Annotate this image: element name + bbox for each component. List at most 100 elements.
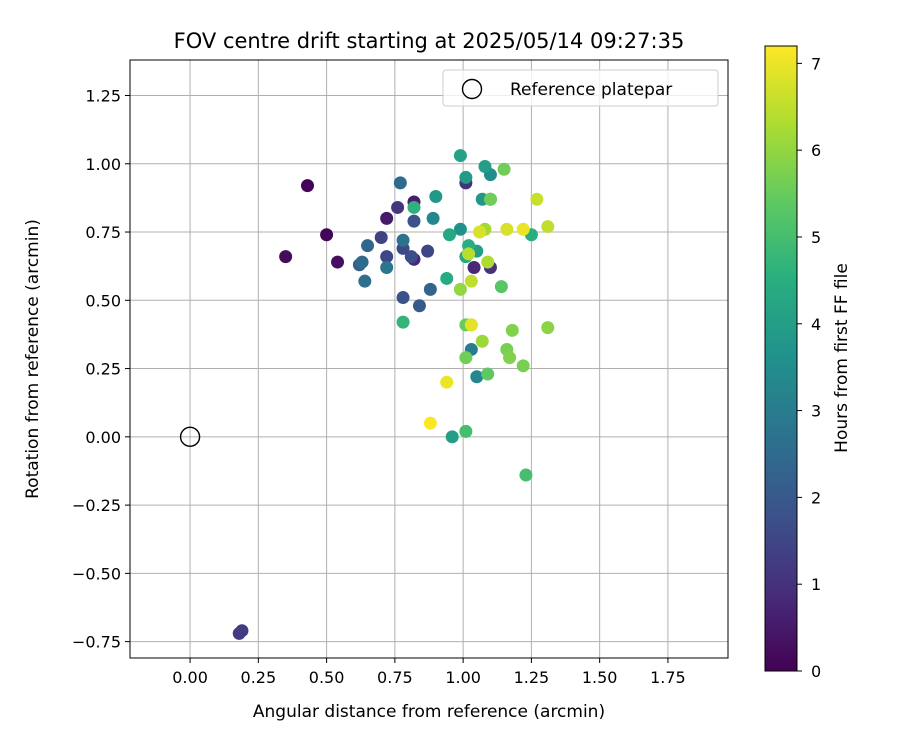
data-point bbox=[331, 255, 345, 269]
y-tick-label: 0.25 bbox=[85, 360, 121, 379]
data-point bbox=[391, 200, 405, 214]
plot-frame bbox=[129, 59, 729, 659]
colorbar-tick-label: 7 bbox=[811, 54, 821, 73]
y-tick-label: 1.25 bbox=[85, 86, 121, 105]
data-point bbox=[530, 192, 544, 206]
data-point bbox=[396, 233, 410, 247]
y-tick-label: 0.75 bbox=[85, 223, 121, 242]
data-point bbox=[541, 321, 555, 335]
x-tick-label: 1.75 bbox=[650, 668, 686, 687]
data-point bbox=[470, 370, 484, 384]
data-point bbox=[475, 334, 489, 348]
data-point bbox=[519, 468, 533, 482]
x-tick-label: 1.25 bbox=[514, 668, 550, 687]
x-tick-label: 0.25 bbox=[241, 668, 277, 687]
x-tick-label: 0.50 bbox=[309, 668, 345, 687]
grid bbox=[130, 60, 728, 658]
data-point bbox=[404, 250, 418, 264]
data-point bbox=[423, 282, 437, 296]
data-point bbox=[358, 274, 372, 288]
data-point bbox=[440, 271, 454, 285]
data-point bbox=[459, 170, 473, 184]
data-point bbox=[494, 280, 508, 294]
y-axis-label: Rotation from reference (arcmin) bbox=[23, 219, 43, 499]
data-point bbox=[464, 274, 478, 288]
data-point bbox=[459, 424, 473, 438]
data-point bbox=[361, 239, 375, 253]
data-point bbox=[393, 176, 407, 190]
data-point bbox=[541, 220, 555, 234]
data-point bbox=[483, 192, 497, 206]
data-point bbox=[467, 261, 481, 275]
data-point bbox=[442, 228, 456, 242]
data-point bbox=[380, 211, 394, 225]
data-point bbox=[426, 211, 440, 225]
data-point bbox=[355, 255, 369, 269]
data-point bbox=[459, 351, 473, 365]
data-point bbox=[279, 250, 293, 264]
legend-marker bbox=[461, 78, 483, 100]
chart-title: FOV centre drift starting at 2025/05/14 … bbox=[174, 29, 685, 53]
data-point bbox=[478, 159, 492, 173]
colorbar-tick-label: 5 bbox=[811, 228, 821, 247]
data-point bbox=[473, 225, 487, 239]
reference-platepar-marker bbox=[179, 426, 201, 448]
data-point bbox=[453, 222, 467, 236]
data-points bbox=[232, 149, 555, 640]
data-point bbox=[516, 359, 530, 373]
legend-box bbox=[442, 69, 719, 107]
data-point bbox=[440, 375, 454, 389]
data-point bbox=[380, 250, 394, 264]
data-point bbox=[380, 261, 394, 275]
data-point bbox=[462, 247, 476, 261]
y-tick-label: 0.50 bbox=[85, 291, 121, 310]
y-tick-label: −0.25 bbox=[72, 496, 121, 515]
x-tick-label: 0.75 bbox=[377, 668, 413, 687]
y-tick-label: −0.75 bbox=[72, 633, 121, 652]
colorbar-label: Hours from first FF file bbox=[832, 263, 852, 453]
colorbar-tick-label: 3 bbox=[811, 402, 821, 421]
colorbar-tick-label: 0 bbox=[811, 662, 821, 681]
data-point bbox=[407, 214, 421, 228]
data-point bbox=[453, 282, 467, 296]
y-axis-ticks: −0.75 −0.50 −0.25 0.00 0.25 0.50 0.75 1.00 1.25 bbox=[72, 86, 130, 652]
data-point bbox=[300, 179, 314, 193]
data-point bbox=[503, 351, 517, 365]
data-point bbox=[423, 416, 437, 430]
data-point bbox=[407, 200, 421, 214]
colorbar-tick-label: 4 bbox=[811, 315, 821, 334]
colorbar-tick-label: 6 bbox=[811, 141, 821, 160]
data-point bbox=[412, 299, 426, 313]
x-tick-label: 1.00 bbox=[445, 668, 481, 687]
data-point bbox=[396, 315, 410, 329]
reference-marker-group bbox=[179, 426, 201, 448]
data-point bbox=[320, 228, 334, 242]
data-point bbox=[497, 162, 511, 176]
data-point bbox=[505, 323, 519, 337]
y-tick-label: 1.00 bbox=[85, 155, 121, 174]
x-tick-label: 0.00 bbox=[172, 668, 208, 687]
colorbar-tick-label: 1 bbox=[811, 575, 821, 594]
data-point bbox=[235, 624, 249, 638]
data-point bbox=[481, 367, 495, 381]
data-point bbox=[453, 149, 467, 163]
data-point bbox=[516, 222, 530, 236]
colorbar bbox=[764, 45, 798, 672]
colorbar-tick-label: 2 bbox=[811, 488, 821, 507]
x-axis-label: Angular distance from reference (arcmin) bbox=[253, 702, 605, 722]
x-tick-label: 1.50 bbox=[582, 668, 618, 687]
data-point bbox=[464, 318, 478, 332]
x-axis-ticks: 0.00 0.25 0.50 0.75 1.00 1.25 1.50 1.75 bbox=[172, 658, 686, 687]
data-point bbox=[421, 244, 435, 258]
data-point bbox=[445, 430, 459, 444]
data-point bbox=[374, 230, 388, 244]
data-point bbox=[500, 222, 514, 236]
data-point bbox=[481, 255, 495, 269]
data-point bbox=[429, 190, 443, 204]
y-tick-label: −0.50 bbox=[72, 564, 121, 583]
colorbar-ticks: 0 1 2 3 4 5 6 7 bbox=[797, 54, 821, 681]
legend: Reference platepar bbox=[442, 69, 719, 107]
legend-label: Reference platepar bbox=[510, 80, 672, 100]
y-tick-label: 0.00 bbox=[85, 428, 121, 447]
